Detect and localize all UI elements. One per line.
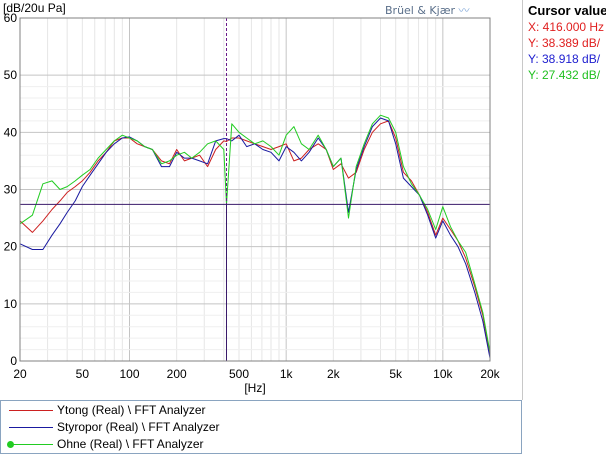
brand-text: Brüel & Kjær: [385, 4, 456, 17]
x-tick-label: 20: [13, 367, 27, 381]
x-tick-label: 100: [119, 367, 139, 381]
y-tick-label: 10: [4, 297, 18, 311]
cursor-y-value-ohne: Y: 27.432 dB/: [528, 68, 601, 82]
legend-item-ytong[interactable]: Ytong (Real) \ FFT Analyzer: [7, 402, 507, 420]
cursor-value-panel: Cursor value X: 416.000 Hz Y: 38.389 dB/…: [522, 0, 606, 400]
y-tick-label: 40: [4, 125, 18, 139]
grid: [20, 18, 490, 361]
tick-labels: 20 50 100 200 500 1k 2k 5k 10k 20k 0 10 20 30 40 50 60: [4, 11, 501, 381]
brand-wave-icon: 〰: [458, 4, 470, 17]
y-axis-label: [dB/20u Pa]: [3, 1, 66, 15]
x-tick-label: 50: [76, 367, 90, 381]
x-tick-label: 200: [167, 367, 187, 381]
y-tick-label: 20: [4, 240, 18, 254]
legend-label-ohne: Ohne (Real) \ FFT Analyzer: [57, 437, 204, 451]
series-line-2: [19, 114, 491, 353]
y-tick-label: 60: [4, 11, 18, 25]
legend-item-ohne[interactable]: Ohne (Real) \ FFT Analyzer: [7, 436, 507, 454]
legend-swatch-ohne: [9, 444, 53, 445]
cursor-y-value-ytong: Y: 38.389 dB/: [528, 36, 601, 50]
cursor-lines: [20, 18, 490, 361]
x-axis-label: [Hz]: [244, 381, 265, 395]
x-tick-label: 500: [229, 367, 249, 381]
x-tick-label: 10k: [433, 367, 453, 381]
cursor-title: Cursor value: [528, 3, 606, 18]
series-group: [19, 114, 491, 359]
brand-logo: Brüel & Kjær 〰: [385, 2, 470, 18]
y-tick-label: 50: [4, 68, 18, 82]
y-tick-label: 0: [10, 354, 17, 368]
x-tick-label: 2k: [327, 367, 341, 381]
legend: Ytong (Real) \ FFT Analyzer Styropor (Re…: [0, 400, 522, 454]
legend-label-styropor: Styropor (Real) \ FFT Analyzer: [57, 420, 220, 434]
x-tick-label: 5k: [389, 367, 403, 381]
legend-swatch-ytong: [9, 410, 53, 411]
legend-label-ytong: Ytong (Real) \ FFT Analyzer: [57, 403, 206, 417]
legend-item-styropor[interactable]: Styropor (Real) \ FFT Analyzer: [7, 419, 507, 437]
cursor-x-value: X: 416.000 Hz: [528, 20, 605, 34]
x-tick-label: 1k: [280, 367, 294, 381]
legend-marker-ohne: [7, 441, 14, 448]
cursor-y-value-styropor: Y: 38.918 dB/: [528, 52, 601, 66]
legend-swatch-styropor: [9, 427, 53, 428]
x-tick-label: 20k: [480, 367, 500, 381]
y-tick-label: 30: [4, 183, 18, 197]
plot-frame: [19, 17, 491, 362]
